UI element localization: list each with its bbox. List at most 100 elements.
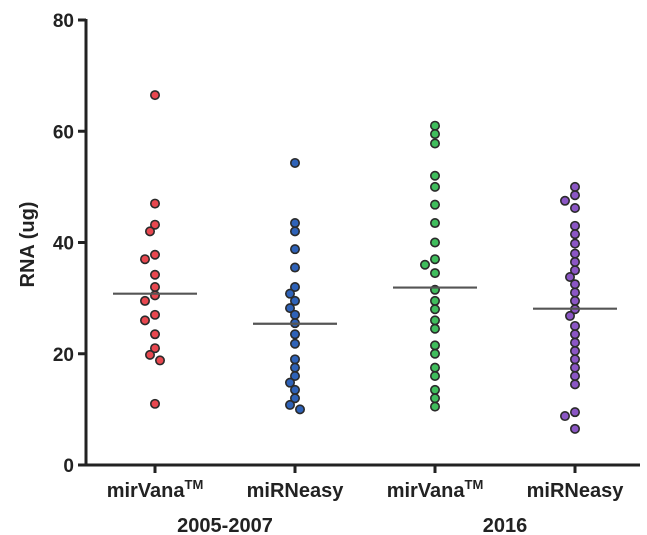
data-point	[284, 399, 295, 410]
data-point	[284, 303, 295, 314]
data-point	[569, 329, 580, 340]
data-point	[150, 219, 161, 230]
data-point	[429, 268, 440, 279]
data-point	[155, 355, 166, 366]
data-point	[289, 384, 300, 395]
category-label: miRNeasy	[247, 480, 345, 502]
data-point	[429, 304, 440, 315]
data-point	[569, 279, 580, 290]
data-point	[429, 218, 440, 229]
category-label: mirVanaTM	[107, 477, 204, 502]
data-point	[569, 256, 580, 267]
data-point	[150, 329, 161, 340]
data-points	[140, 90, 580, 434]
category-label: miRNeasy	[527, 480, 625, 502]
data-point	[569, 265, 580, 276]
category-label-superscript: TM	[185, 477, 204, 492]
y-tick-label: 60	[53, 122, 74, 143]
data-point	[569, 423, 580, 434]
data-point	[569, 220, 580, 231]
data-point	[569, 287, 580, 298]
data-point	[429, 170, 440, 181]
data-point	[289, 338, 300, 349]
y-tick-label: 80	[53, 11, 74, 32]
data-point	[559, 411, 570, 422]
data-point	[429, 393, 440, 404]
category-label-text: miRNeasy	[527, 480, 625, 502]
data-point	[429, 129, 440, 140]
data-point	[429, 295, 440, 306]
data-point	[289, 329, 300, 340]
data-point	[289, 309, 300, 320]
data-point	[564, 310, 575, 321]
category-label-text: miRNeasy	[247, 480, 345, 502]
data-point	[429, 181, 440, 192]
data-point	[559, 195, 570, 206]
data-point	[569, 407, 580, 418]
y-tick-label: 40	[53, 234, 74, 255]
group-labels: 2005-2007 2016	[177, 515, 527, 535]
y-axis-title: RNA (ug)	[17, 202, 39, 288]
data-point	[429, 199, 440, 210]
data-point	[569, 362, 580, 373]
data-point	[429, 315, 440, 326]
data-point	[150, 198, 161, 209]
group-label: 2016	[483, 515, 528, 535]
category-label-superscript: TM	[465, 477, 484, 492]
data-point	[569, 190, 580, 201]
y-tick-label: 0	[63, 456, 74, 477]
group-label: 2005-2007	[177, 515, 273, 535]
y-ticks: 0 20 40 60 80	[53, 11, 86, 477]
data-point	[289, 218, 300, 229]
data-point	[429, 362, 440, 373]
data-point	[429, 323, 440, 334]
data-point	[429, 370, 440, 381]
data-point	[289, 226, 300, 237]
data-point	[140, 315, 151, 326]
category-label: mirVanaTM	[387, 477, 484, 502]
data-point	[429, 254, 440, 265]
data-point	[150, 269, 161, 280]
data-point	[569, 238, 580, 249]
data-point	[289, 262, 300, 273]
data-point	[569, 337, 580, 348]
data-point	[289, 244, 300, 255]
data-point	[569, 181, 580, 192]
data-point	[419, 259, 430, 270]
data-point	[569, 203, 580, 214]
data-point	[289, 157, 300, 168]
data-point	[569, 320, 580, 331]
data-point	[289, 354, 300, 365]
data-point	[429, 340, 440, 351]
data-point	[569, 370, 580, 381]
data-point	[429, 348, 440, 359]
data-point	[569, 379, 580, 390]
data-point	[150, 290, 161, 301]
data-point	[569, 248, 580, 259]
data-point	[150, 309, 161, 320]
data-point	[429, 384, 440, 395]
data-point	[569, 345, 580, 356]
data-point	[140, 254, 151, 265]
data-point	[150, 249, 161, 260]
data-point	[284, 288, 295, 299]
data-point	[145, 226, 156, 237]
y-tick-label: 20	[53, 345, 74, 366]
category-label-text: mirVana	[107, 480, 186, 502]
data-point	[429, 138, 440, 149]
data-point	[569, 295, 580, 306]
category-label-text: mirVana	[387, 480, 466, 502]
data-point	[150, 343, 161, 354]
data-point	[429, 120, 440, 131]
data-point	[150, 90, 161, 101]
data-point	[294, 404, 305, 415]
data-point	[429, 237, 440, 248]
data-point	[150, 398, 161, 409]
data-point	[284, 377, 295, 388]
data-point	[289, 393, 300, 404]
data-point	[289, 281, 300, 292]
mean-lines	[113, 286, 617, 325]
data-point	[569, 229, 580, 240]
data-point	[289, 362, 300, 373]
